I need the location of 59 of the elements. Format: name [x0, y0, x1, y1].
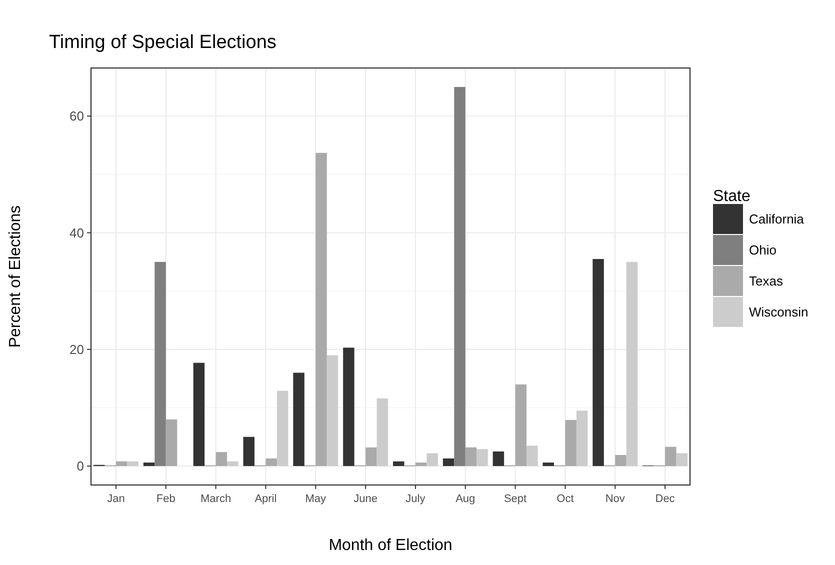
- bar: [154, 262, 166, 466]
- bar: [343, 348, 354, 466]
- bar: [576, 410, 588, 466]
- bar: [127, 461, 138, 466]
- x-tick-label: Oct: [556, 493, 574, 505]
- x-tick-label: Jan: [107, 493, 125, 505]
- legend-title: State: [713, 188, 750, 205]
- x-tick-label: Nov: [605, 493, 626, 505]
- bar: [476, 449, 488, 466]
- bar: [227, 461, 238, 466]
- bar: [276, 390, 288, 466]
- x-tick-label: June: [354, 493, 378, 505]
- bar: [426, 453, 438, 466]
- bar: [565, 420, 576, 466]
- x-tick-label: Aug: [456, 493, 476, 505]
- bar: [326, 355, 338, 466]
- x-tick-label: July: [406, 493, 426, 505]
- x-tick-label: Feb: [156, 493, 176, 505]
- bar: [316, 152, 327, 466]
- y-tick-label: 0: [76, 458, 84, 474]
- bar: [366, 447, 377, 466]
- bar: [392, 461, 404, 466]
- x-tick-label: April: [254, 493, 277, 505]
- bar: [415, 462, 427, 466]
- x-tick-label: March: [200, 493, 232, 505]
- y-tick-label: 40: [70, 225, 84, 240]
- x-tick-label: May: [305, 493, 327, 505]
- bar: [442, 458, 454, 466]
- chart-title: Timing of Special Elections: [49, 32, 276, 53]
- bar: [143, 462, 155, 466]
- x-axis-title: Month of Election: [328, 537, 452, 554]
- y-tick-label: 60: [70, 108, 84, 124]
- bar: [266, 458, 277, 466]
- bar: [665, 446, 676, 466]
- x-tick-label: Dec: [655, 493, 676, 505]
- bar: [615, 454, 626, 466]
- bar: [216, 452, 228, 466]
- legend-label: Wisconsin: [749, 304, 808, 320]
- bar: [376, 398, 388, 466]
- bar: [592, 259, 604, 466]
- x-tick-label: Sept: [504, 493, 527, 505]
- bar: [515, 384, 527, 466]
- legend-label: Ohio: [749, 242, 776, 258]
- legend-label: Texas: [749, 274, 784, 289]
- bar: [676, 453, 688, 466]
- bar: [243, 436, 254, 466]
- bar: [166, 419, 178, 466]
- bar: [542, 462, 554, 466]
- legend-label: California: [749, 212, 805, 227]
- bar: [454, 86, 466, 466]
- bar: [492, 451, 504, 466]
- bar: [526, 446, 538, 466]
- bar: [193, 362, 205, 466]
- y-axis-title: Percent of Elections: [7, 205, 24, 348]
- bar: [116, 461, 128, 466]
- y-tick-label: 20: [70, 342, 84, 357]
- bar: [465, 447, 477, 466]
- bar: [626, 262, 638, 466]
- bar: [293, 372, 304, 466]
